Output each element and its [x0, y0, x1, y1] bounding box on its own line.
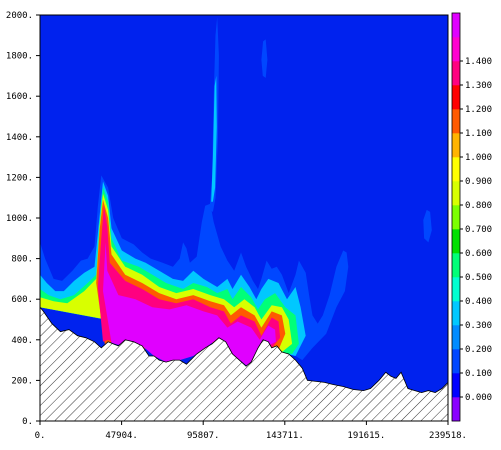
colorbar-label: 1.200 — [465, 105, 492, 115]
contour-region-6 — [103, 242, 276, 366]
colorbar-label: 1.000 — [465, 153, 492, 163]
colorbar-label: 0.900 — [465, 177, 492, 187]
x-tick-label: 143711. — [266, 431, 304, 441]
contour-region-8 — [211, 75, 217, 202]
x-tick-label: 95807. — [187, 431, 220, 441]
colorbar-label: 0.200 — [465, 345, 492, 355]
y-tick-label: 1800. — [6, 52, 33, 62]
y-tick-label: 1200. — [6, 173, 33, 183]
terrain-profile — [40, 306, 448, 421]
y-tick-label: 600. — [11, 295, 33, 305]
colorbar-label: 0.500 — [465, 273, 492, 283]
colorbar-frame — [451, 12, 461, 422]
terrain — [40, 306, 448, 421]
colorbar-swatch — [452, 277, 460, 302]
colorbar-swatch — [452, 181, 460, 206]
x-tick-label: 0. — [35, 431, 46, 441]
colorbar-label: 0.300 — [465, 321, 492, 331]
colorbar-swatch — [452, 133, 460, 158]
contour-region-9 — [261, 39, 268, 78]
colorbar-label: 0.800 — [465, 201, 492, 211]
colorbar-swatch — [452, 109, 460, 134]
colorbar-label: 1.100 — [465, 129, 492, 139]
x-tick-label: 191615. — [347, 431, 385, 441]
y-tick-label: 1000. — [6, 214, 33, 224]
colorbar-swatch — [452, 397, 460, 422]
colorbar-label: 0.600 — [465, 249, 492, 259]
colorbar-swatch — [452, 253, 460, 278]
colorbar-label: 1.400 — [465, 57, 492, 67]
colorbar-label: 0.700 — [465, 225, 492, 235]
x-axis: 0. 47904. 95807. 143711. 191615. 239518. — [35, 421, 467, 441]
colorbar-label: 0.100 — [465, 369, 492, 379]
colorbar-swatch — [452, 325, 460, 350]
contour-regions — [40, 17, 432, 366]
colorbar-swatch — [452, 13, 460, 38]
colorbar-swatch — [452, 37, 460, 62]
colorbar-swatch — [452, 61, 460, 86]
colorbar-swatch — [452, 157, 460, 182]
y-tick-label: 800. — [11, 255, 33, 265]
y-tick-label: 2000. — [6, 11, 33, 21]
y-tick-label: 0. — [22, 417, 33, 427]
y-tick-label: 1600. — [6, 92, 33, 102]
y-tick-label: 400. — [11, 336, 33, 346]
x-tick-label: 239518. — [429, 431, 467, 441]
colorbar-label: 0.000 — [465, 393, 492, 403]
colorbar-label: 1.300 — [465, 81, 492, 91]
y-axis: 0. 200. 400. 600. 800. 1000. 1200. 1400. 1600. 18… — [6, 11, 40, 427]
colorbar: 0.000 0.100 0.200 0.300 0.400 0.500 0.600 0.700… — [451, 12, 492, 422]
y-tick-label: 200. — [11, 376, 33, 386]
colorbar-swatch — [452, 373, 460, 398]
colorbar-swatch — [452, 301, 460, 326]
x-tick-label: 47904. — [105, 431, 138, 441]
colorbar-swatch — [452, 349, 460, 374]
y-tick-label: 1400. — [6, 133, 33, 143]
colorbar-swatch — [452, 229, 460, 254]
colorbar-swatch — [452, 205, 460, 230]
colorbar-label: 0.400 — [465, 297, 492, 307]
plot-area — [39, 14, 449, 422]
contour-region-10 — [423, 209, 432, 243]
colorbar-swatch — [452, 85, 460, 110]
